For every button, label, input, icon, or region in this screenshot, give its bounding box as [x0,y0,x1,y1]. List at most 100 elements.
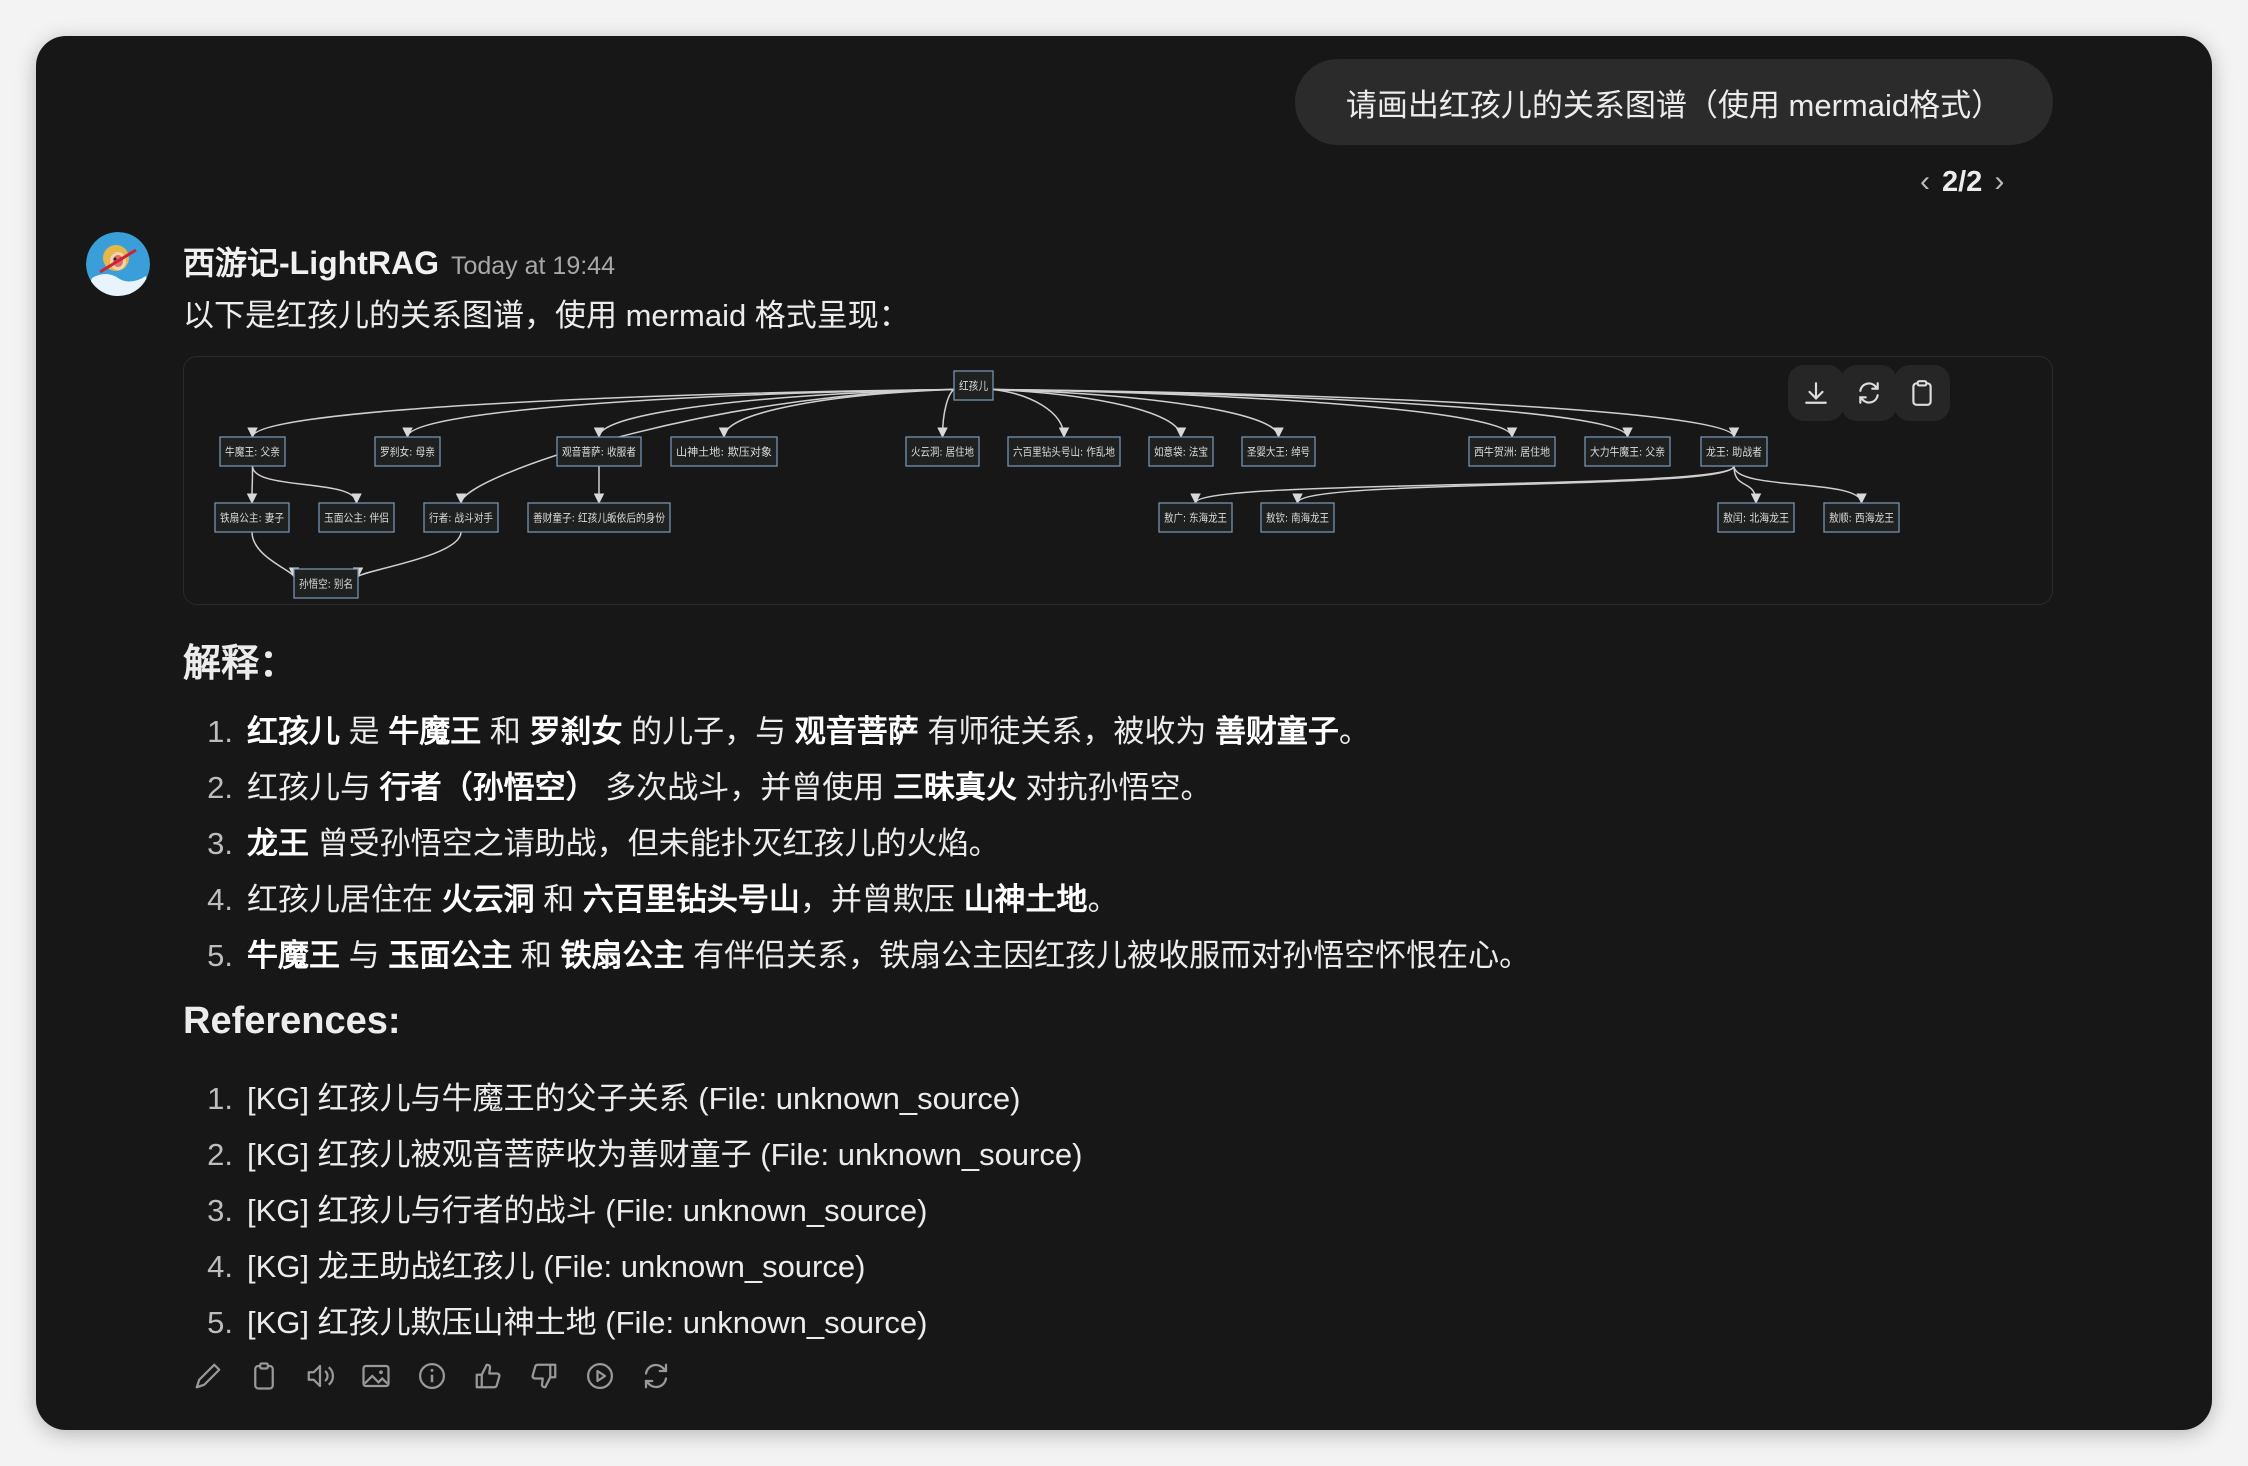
text-segment: 的儿子，与 [622,714,795,749]
bold-term: 玉面公主 [388,938,513,973]
copy-diagram-button[interactable] [1894,365,1950,421]
text-segment: 曾受孙悟空之请助战，但未能扑灭红孩儿的火焰。 [309,826,1000,861]
edge-root-lw [992,388,1740,439]
thumbs-down-button[interactable] [526,1356,562,1396]
edge-root-ss [718,388,955,439]
node-ryd: 如意袋: 法宝 [1148,436,1214,467]
reference-text: [KG] 龙王助战红孩儿 (File: unknown_source) [247,1249,866,1284]
edit-icon [195,1363,221,1389]
chevron-right-icon[interactable]: › [1994,165,2005,198]
edge-root-lcn [402,388,955,439]
node-label: 玉面公主: 伴侣 [324,511,389,525]
mermaid-diagram: 红孩儿 牛魔王: 父亲 罗刹女: 母亲 观音菩萨: 收服者 山神土地: 欺压对象 火云洞:… [183,356,2053,605]
thumbs-up-button[interactable] [470,1356,506,1396]
reference-text: [KG] 红孩儿欺压山神土地 (File: unknown_source) [247,1305,928,1340]
edge-lw-ar [1733,465,1762,505]
generate-image-button[interactable] [358,1356,394,1396]
node-label: 敖顺: 西海龙王 [1829,511,1894,525]
bold-term: 牛魔王 [247,938,340,973]
text-segment: 。 [1087,882,1119,917]
explanation-heading: 解释： [183,643,298,685]
play-icon [587,1363,613,1389]
node-label: 西牛贺洲: 居住地 [1474,445,1550,459]
reference-item: 1. [KG] 红孩儿与牛魔王的父子关系 (File: unknown_sourc… [183,1073,1020,1118]
thumbs-up-icon [475,1363,501,1389]
edge-nmw-tsgz [246,465,258,505]
node-dl: 大力牛魔王: 父亲 [1584,436,1671,467]
reference-text: [KG] 红孩儿被观音菩萨收为善财童子 (File: unknown_sourc… [247,1137,1083,1172]
bold-term: 观音菩萨 [794,714,919,749]
reference-item: 5. [KG] 红孩儿欺压山神土地 (File: unknown_source) [183,1297,927,1342]
edge-root-ryd [992,388,1187,439]
text-segment: 是 [340,714,389,749]
explanation-item: 2. 红孩儿与 行者（孙悟空） 多次战斗，并曾使用 三昧真火 对抗孙悟空。 [183,762,1211,807]
text-segment: 和 [512,938,561,973]
node-lcn: 罗刹女: 母亲 [374,436,441,467]
node-lbl: 六百里钻头号山: 作乱地 [1007,436,1121,467]
edge-root-hyd [937,388,955,439]
node-label: 红孩儿 [959,380,988,393]
edge-lw-ag [1190,465,1735,505]
continue-button[interactable] [582,1356,618,1396]
text-segment: 和 [534,882,583,917]
references-heading: References: [183,1000,401,1042]
list-number: 1. [207,714,233,749]
text-segment: 对抗孙悟空。 [1016,770,1212,805]
reference-text: [KG] 红孩儿与牛魔王的父子关系 (File: unknown_source) [247,1081,1021,1116]
text-segment: 有师徒关系，被收为 [918,714,1215,749]
bold-term: 龙王 [247,826,309,861]
text-segment: 红孩儿与 [247,770,380,805]
read-aloud-icon [307,1364,335,1388]
node-label: 六百里钻头号山: 作乱地 [1013,445,1115,459]
user-message-text: 请画出红孩儿的关系图谱（使用 mermaid格式） [1345,87,2003,123]
node-label: 行者: 战斗对手 [429,511,493,525]
explanation-item: 1. 红孩儿 是 牛魔王 和 罗刹女 的儿子，与 观音菩萨 有师徒关系，被收为 善… [183,706,1370,751]
copy-icon [254,1362,274,1390]
node-ar: 敖闰: 北海龙王 [1717,502,1795,533]
node-sy: 圣婴大王: 绰号 [1241,436,1316,467]
reference-text: [KG] 红孩儿与行者的战斗 (File: unknown_source) [247,1193,928,1228]
list-number: 2. [207,1137,233,1172]
bold-term: 火云洞 [441,882,535,917]
copy-button[interactable] [246,1356,282,1396]
edit-button[interactable] [190,1356,226,1396]
node-gy: 观音菩萨: 收服者 [556,436,642,467]
refresh-diagram-button[interactable] [1841,365,1897,421]
list-number: 5. [207,938,233,973]
text-segment: 有伴侣关系，铁扇公主因红孩儿被收服而对孙悟空怀恨在心。 [684,938,1531,973]
text-segment: ，并曾欺压 [799,882,964,917]
node-tsgz: 铁扇公主: 妻子 [214,502,290,533]
explanation-item: 4. 红孩儿居住在 火云洞 和 六百里钻头号山，并曾欺压 山神土地。 [183,874,1118,919]
node-label: 圣婴大王: 绰号 [1247,445,1310,459]
text-segment: 红孩儿居住在 [247,882,442,917]
list-number: 4. [207,882,233,917]
info-icon [419,1363,445,1389]
node-nmw: 牛魔王: 父亲 [219,436,286,467]
pager-label: 2/2 [1942,165,1983,198]
read-aloud-button[interactable] [302,1356,338,1396]
node-label: 敖广: 东海龙王 [1164,511,1227,525]
edge-lw-as [1733,465,1867,505]
text-segment: 。 [1338,714,1370,749]
node-ss: 山神土地: 欺压对象 [670,436,778,467]
avatar [86,232,150,296]
list-number: 5. [207,1305,233,1340]
chevron-left-icon[interactable]: ‹ [1920,165,1930,198]
edge-xz-swk [352,531,462,579]
download-icon [1805,382,1827,404]
text-segment: 多次战斗，并曾使用 [596,770,893,805]
node-ag: 敖广: 东海龙王 [1158,502,1233,533]
node-label: 牛魔王: 父亲 [225,445,280,459]
info-button[interactable] [414,1356,450,1396]
image-icon [362,1364,390,1388]
message-actions [190,1356,674,1396]
regenerate-button[interactable] [638,1356,674,1396]
node-label: 大力牛魔王: 父亲 [1590,445,1665,459]
text-segment: 和 [481,714,530,749]
bold-term: 牛魔王 [388,714,482,749]
node-xn: 西牛贺洲: 居住地 [1468,436,1556,467]
assistant-name-text: 西游记-LightRAG [183,245,439,281]
node-label: 敖闰: 北海龙王 [1723,511,1789,525]
reference-item: 2. [KG] 红孩儿被观音菩萨收为善财童子 (File: unknown_sou… [183,1129,1082,1174]
download-button[interactable] [1788,365,1844,421]
